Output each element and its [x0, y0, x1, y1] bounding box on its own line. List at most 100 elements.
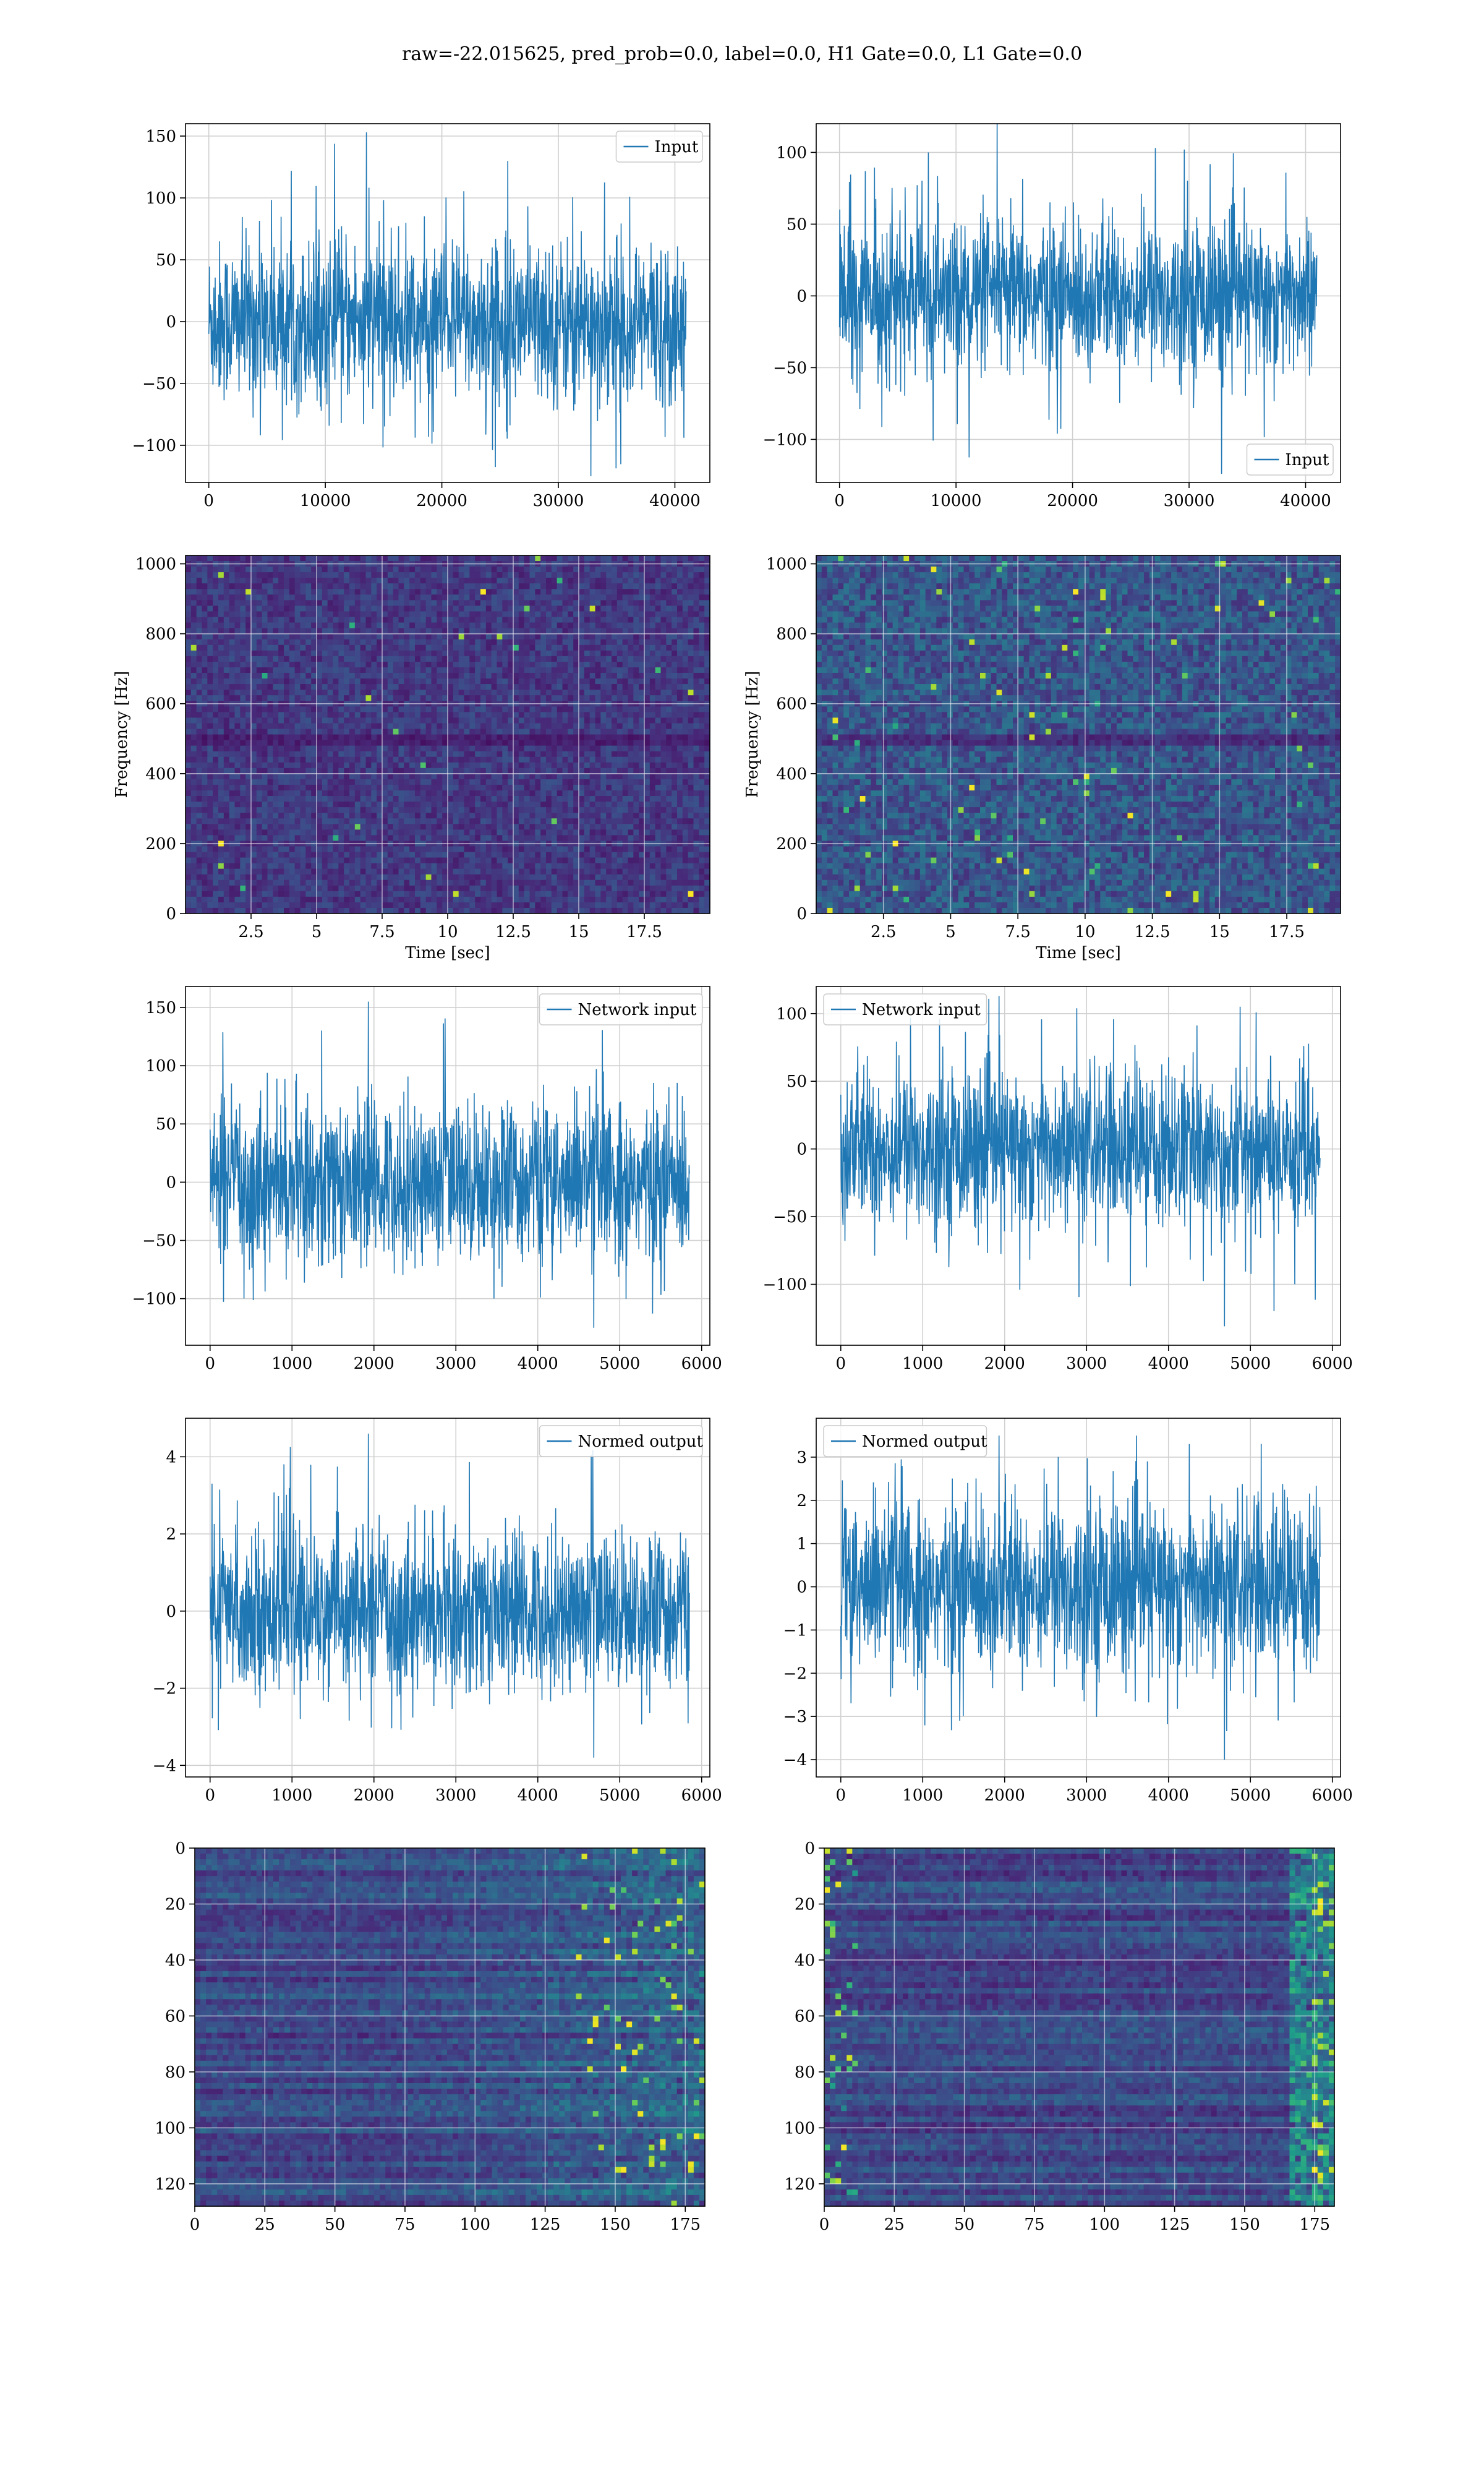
heatmap-cell	[268, 617, 273, 623]
heatmap-cell	[224, 678, 229, 685]
heatmap-cell	[333, 740, 339, 747]
heatmap-cell	[349, 667, 355, 674]
heatmap-cell	[333, 578, 339, 584]
heatmap-cell	[524, 684, 530, 690]
heatmap-cell	[235, 740, 241, 747]
heatmap-cell	[644, 835, 650, 841]
heatmap-cell	[546, 695, 552, 701]
heatmap-cell	[573, 695, 579, 701]
heatmap-cell	[453, 617, 459, 623]
heatmap-cell	[475, 818, 480, 824]
heatmap-cell	[311, 824, 317, 830]
heatmap-cell	[295, 729, 301, 735]
heatmap-cell	[432, 779, 437, 785]
heatmap-cell	[191, 589, 197, 595]
heatmap-cell	[486, 594, 492, 601]
heatmap-cell	[317, 813, 322, 819]
heatmap-cell	[502, 628, 508, 635]
heatmap-cell	[305, 706, 311, 713]
heatmap-cell	[432, 567, 437, 573]
heatmap-cell	[333, 583, 339, 589]
heatmap-cell	[650, 640, 655, 646]
heatmap-cell	[655, 673, 661, 679]
heatmap-cell	[218, 712, 224, 718]
heatmap-cell	[301, 640, 306, 646]
heatmap-cell	[579, 606, 584, 612]
heatmap-cell	[480, 634, 486, 640]
heatmap-cell	[688, 640, 694, 646]
heatmap-cell	[540, 600, 546, 606]
heatmap-cell	[573, 678, 579, 685]
heatmap-cell	[573, 813, 579, 819]
heatmap-cell	[464, 583, 470, 589]
heatmap-cell	[235, 583, 241, 589]
heatmap-cell	[191, 667, 197, 674]
heatmap-cell	[186, 684, 191, 690]
heatmap-cell	[546, 768, 552, 774]
heatmap-cell	[535, 555, 540, 562]
heatmap-cell	[475, 824, 480, 830]
heatmap-cell	[600, 651, 606, 657]
heatmap-cell	[623, 824, 628, 830]
heatmap-cell	[530, 813, 535, 819]
heatmap-cell	[448, 779, 453, 785]
heatmap-cell	[612, 735, 617, 741]
heatmap-cell	[469, 623, 475, 629]
heatmap-cell	[278, 617, 284, 623]
heatmap-cell	[295, 735, 301, 741]
heatmap-cell	[399, 645, 404, 651]
heatmap-cell	[590, 723, 595, 729]
heatmap-cell	[240, 735, 245, 741]
heatmap-cell	[683, 678, 688, 685]
heatmap-cell	[612, 684, 617, 690]
heatmap-cell	[492, 712, 497, 718]
heatmap-cell	[322, 623, 328, 629]
heatmap-cell	[289, 611, 295, 617]
heatmap-cell	[295, 807, 301, 813]
heatmap-cell	[213, 746, 218, 752]
heatmap-cell	[437, 611, 442, 617]
heatmap-cell	[360, 606, 366, 612]
heatmap-cell	[426, 695, 432, 701]
heatmap-cell	[540, 555, 546, 562]
heatmap-cell	[469, 790, 475, 797]
heatmap-cell	[409, 757, 415, 763]
heatmap-cell	[278, 667, 284, 674]
heatmap-cell	[404, 662, 409, 668]
heatmap-cell	[388, 723, 393, 729]
heatmap-cell	[240, 617, 245, 623]
heatmap-cell	[382, 723, 388, 729]
heatmap-cell	[322, 735, 328, 741]
heatmap-cell	[573, 634, 579, 640]
heatmap-cell	[453, 684, 459, 690]
heatmap-cell	[404, 594, 409, 601]
heatmap-cell	[661, 735, 667, 741]
heatmap-cell	[245, 678, 251, 685]
heatmap-cell	[628, 589, 634, 595]
heatmap-cell	[704, 835, 710, 841]
heatmap-cell	[475, 690, 480, 696]
heatmap-cell	[399, 662, 404, 668]
heatmap-cell	[666, 572, 672, 578]
heatmap-cell	[442, 807, 448, 813]
heatmap-cell	[235, 723, 241, 729]
heatmap-cell	[377, 651, 382, 657]
heatmap-cell	[218, 735, 224, 741]
heatmap-cell	[535, 763, 540, 769]
heatmap-cell	[257, 818, 262, 824]
heatmap-cell	[546, 578, 552, 584]
heatmap-cell	[360, 813, 366, 819]
heatmap-cell	[661, 634, 667, 640]
heatmap-cell	[704, 712, 710, 718]
heatmap-cell	[409, 628, 415, 635]
heatmap-cell	[552, 790, 557, 797]
heatmap-cell	[409, 706, 415, 713]
heatmap-cell	[262, 746, 268, 752]
heatmap-cell	[666, 623, 672, 629]
heatmap-cell	[426, 589, 432, 595]
heatmap-cell	[508, 617, 513, 623]
heatmap-cell	[530, 757, 535, 763]
heatmap-cell	[628, 723, 634, 729]
heatmap-cell	[600, 813, 606, 819]
heatmap-cell	[699, 785, 704, 791]
